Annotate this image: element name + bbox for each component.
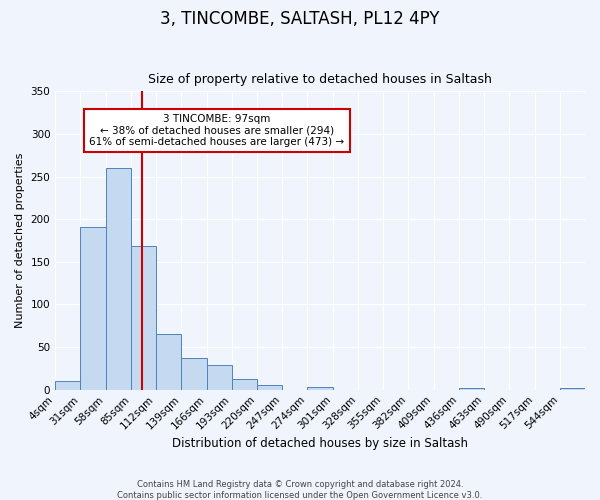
Bar xyxy=(232,378,257,390)
Bar xyxy=(307,387,332,390)
Bar xyxy=(131,246,156,390)
Bar xyxy=(80,227,106,390)
Bar xyxy=(459,388,484,390)
Y-axis label: Number of detached properties: Number of detached properties xyxy=(15,153,25,328)
Bar xyxy=(156,334,181,390)
Bar xyxy=(257,386,282,390)
Text: 3, TINCOMBE, SALTASH, PL12 4PY: 3, TINCOMBE, SALTASH, PL12 4PY xyxy=(160,10,440,28)
Bar xyxy=(55,381,80,390)
Text: 3 TINCOMBE: 97sqm
← 38% of detached houses are smaller (294)
61% of semi-detache: 3 TINCOMBE: 97sqm ← 38% of detached hous… xyxy=(89,114,344,147)
X-axis label: Distribution of detached houses by size in Saltash: Distribution of detached houses by size … xyxy=(172,437,468,450)
Title: Size of property relative to detached houses in Saltash: Size of property relative to detached ho… xyxy=(148,73,492,86)
Bar xyxy=(560,388,585,390)
Text: Contains HM Land Registry data © Crown copyright and database right 2024.
Contai: Contains HM Land Registry data © Crown c… xyxy=(118,480,482,500)
Bar xyxy=(206,365,232,390)
Bar xyxy=(181,358,206,390)
Bar xyxy=(106,168,131,390)
